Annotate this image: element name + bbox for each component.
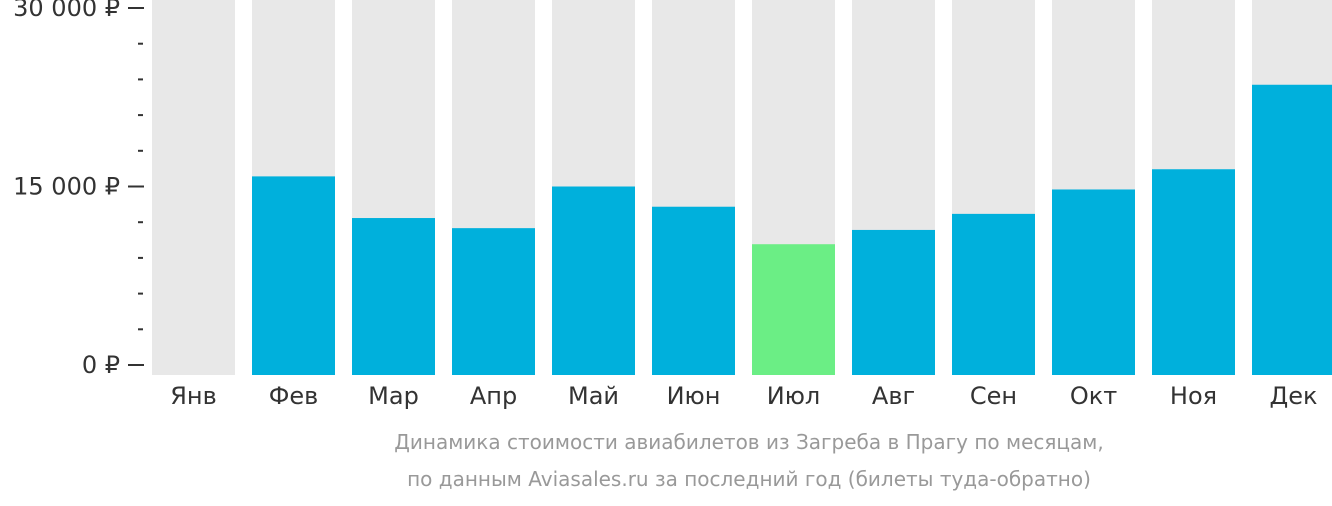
bar: [952, 213, 1035, 375]
bar: [652, 206, 735, 375]
y-tick-label: 30 000 ₽: [13, 0, 120, 22]
bar: [252, 176, 335, 375]
x-tick-label: Янв: [170, 382, 217, 410]
x-tick-label: Ноя: [1170, 382, 1217, 410]
chart-subtitle: по данным Aviasales.ru за последний год …: [407, 467, 1091, 491]
bar: [852, 229, 935, 375]
bar: [1152, 169, 1235, 375]
x-tick-label: Май: [568, 382, 619, 410]
bar: [552, 186, 635, 375]
x-tick-label: Окт: [1070, 382, 1117, 410]
bar: [352, 218, 435, 375]
x-tick-label: Сен: [970, 382, 1017, 410]
y-tick-label: 0 ₽: [82, 351, 120, 379]
x-tick-label: Авг: [872, 382, 915, 410]
x-tick-label: Апр: [470, 382, 517, 410]
y-tick-label: 15 000 ₽: [13, 173, 120, 201]
bar-track: [152, 0, 235, 375]
x-tick-label: Дек: [1269, 382, 1317, 410]
bar: [752, 244, 835, 375]
bar: [1052, 189, 1135, 375]
x-tick-label: Июл: [767, 382, 821, 410]
x-tick-label: Июн: [667, 382, 721, 410]
bar: [1252, 84, 1332, 375]
chart-title: Динамика стоимости авиабилетов из Загреб…: [394, 430, 1104, 454]
bar: [452, 228, 535, 375]
x-tick-label: Фев: [269, 382, 319, 410]
x-tick-label: Мар: [368, 382, 419, 410]
